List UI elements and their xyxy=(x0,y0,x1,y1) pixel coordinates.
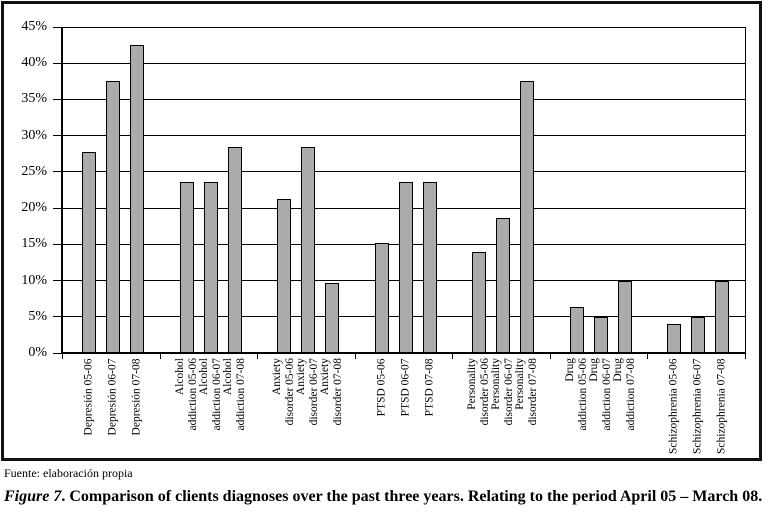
category-label: Alcohol addiction 05-06 xyxy=(173,358,199,431)
figure-caption: Figure 7. Comparison of clients diagnose… xyxy=(4,488,764,506)
bar xyxy=(496,218,511,353)
x-axis-tick xyxy=(647,353,649,359)
y-axis-tick-label: 30% xyxy=(21,127,47,143)
category-label: Anxiety disorder 07-08 xyxy=(319,358,345,426)
category-label: Depresión 06-07 xyxy=(106,358,119,435)
y-axis-tick xyxy=(53,171,62,173)
chart-frame xyxy=(1,1,762,461)
category-label: Drug addiction 06-07 xyxy=(587,358,613,431)
y-axis-tick xyxy=(53,135,62,137)
category-label: Alcohol addiction 07-08 xyxy=(221,358,247,431)
category-label: Personality disorder 05-06 xyxy=(466,358,492,426)
bar xyxy=(422,182,437,353)
category-label: Personality disorder 07-08 xyxy=(514,358,540,426)
category-label: PTSD 06-07 xyxy=(399,358,412,416)
x-axis-tick xyxy=(62,353,63,359)
gridline xyxy=(62,98,745,100)
category-label: PTSD 07-08 xyxy=(423,358,436,416)
bar xyxy=(227,146,242,353)
y-axis-tick xyxy=(53,62,62,64)
bar xyxy=(82,151,96,353)
x-axis-tick xyxy=(159,353,161,359)
bar xyxy=(203,182,218,353)
category-label: Anxiety disorder 06-07 xyxy=(295,358,321,426)
y-axis-tick xyxy=(53,316,62,318)
x-axis-tick xyxy=(354,353,356,359)
y-axis-tick-label: 20% xyxy=(21,200,47,216)
bar xyxy=(398,182,413,353)
gridline xyxy=(62,26,745,28)
x-axis-tick xyxy=(745,353,746,359)
y-axis-tick xyxy=(53,207,62,209)
bar xyxy=(667,324,682,353)
bar xyxy=(617,280,632,353)
bar xyxy=(472,252,487,353)
category-label: PTSD 05-06 xyxy=(375,358,388,416)
gridline xyxy=(62,171,745,173)
y-axis-tick-label: 35% xyxy=(21,91,47,107)
source-note: Fuente: elaboración propia xyxy=(4,466,133,480)
plot-right-border xyxy=(745,27,746,353)
y-axis-line xyxy=(61,27,63,353)
y-axis-tick xyxy=(53,352,62,354)
category-label: Anxiety disorder 05-06 xyxy=(271,358,297,426)
y-axis-tick-label: 40% xyxy=(21,55,47,71)
y-axis-tick xyxy=(53,98,62,100)
gridline xyxy=(62,135,745,137)
bar xyxy=(277,198,292,353)
bar xyxy=(569,307,584,353)
y-axis-tick xyxy=(53,243,62,245)
y-axis-tick-label: 10% xyxy=(21,272,47,288)
y-axis-tick-label: 5% xyxy=(28,308,47,324)
x-axis-tick xyxy=(452,353,454,359)
bar xyxy=(520,81,535,353)
category-label: Alcohol addiction 06-07 xyxy=(197,358,223,431)
y-axis-tick-label: 15% xyxy=(21,236,47,252)
bar xyxy=(691,316,706,353)
x-axis-line xyxy=(61,352,746,354)
bar xyxy=(130,45,144,353)
gridline xyxy=(62,62,745,64)
caption-figure-number: Figure 7 xyxy=(4,488,62,505)
x-axis-tick xyxy=(257,353,259,359)
bar xyxy=(374,242,389,353)
bar xyxy=(325,282,340,353)
bar xyxy=(179,182,194,353)
category-label: Schizophrenia 07-08 xyxy=(715,358,728,454)
bar xyxy=(301,146,316,353)
category-label: Schizophrenia 06-07 xyxy=(691,358,704,454)
caption-text: . Comparison of clients diagnoses over t… xyxy=(61,488,763,505)
y-axis-tick-label: 0% xyxy=(28,345,47,360)
category-label: Depresión 07-08 xyxy=(130,358,143,435)
y-axis-tick xyxy=(53,280,62,282)
y-axis-tick-label: 45% xyxy=(21,19,47,34)
category-label: Personality disorder 06-07 xyxy=(490,358,516,426)
x-axis-tick xyxy=(549,353,551,359)
category-label: Drug addiction 05-06 xyxy=(563,358,589,431)
bar xyxy=(106,81,120,353)
category-label: Schizophrenia 05-06 xyxy=(667,358,680,454)
category-label: Drug addiction 07-08 xyxy=(611,358,637,431)
y-axis-tick-label: 25% xyxy=(21,163,47,179)
y-axis-tick xyxy=(53,26,62,28)
category-label: Depresión 05-06 xyxy=(82,358,95,435)
bar xyxy=(715,280,730,353)
bar xyxy=(593,316,608,353)
